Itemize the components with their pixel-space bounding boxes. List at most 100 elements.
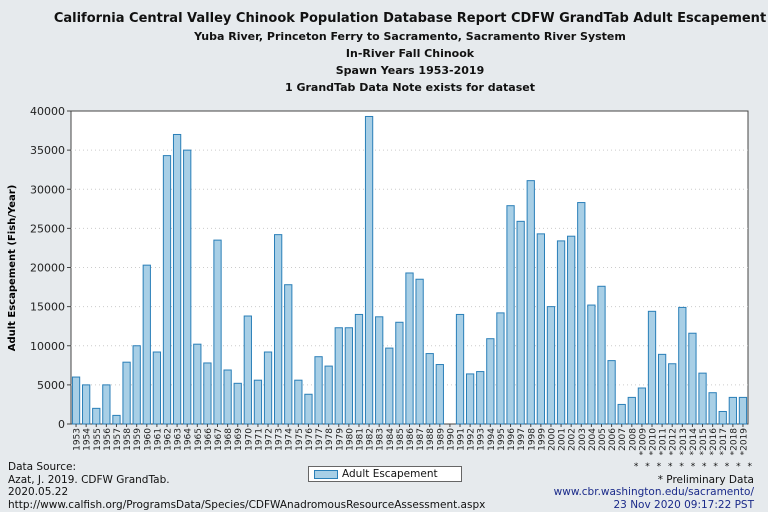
x-tick-label: 1995: [497, 428, 507, 451]
x-tick-label: 1997: [517, 428, 527, 451]
x-tick-label: 1957: [113, 428, 123, 451]
x-tick-label: 1978: [325, 428, 335, 451]
x-tick-label: 1994: [487, 428, 497, 451]
bar: [465, 373, 475, 425]
bar: [637, 387, 647, 425]
site-url[interactable]: www.cbr.washington.edu/sacramento/: [553, 486, 754, 498]
bar: [294, 379, 303, 425]
bar: [678, 306, 687, 425]
x-tick-label: *2015: [699, 428, 709, 455]
x-tick-label: 1960: [143, 428, 153, 451]
bar: [213, 239, 222, 425]
x-tick-label: 1983: [376, 428, 386, 451]
bar: [364, 115, 374, 425]
y-tick-label: 5000: [37, 379, 65, 392]
chart-subtitle-note: 1 GrandTab Data Note exists for dataset: [284, 81, 535, 94]
x-tick-label: 1991: [457, 428, 467, 451]
x-tick-label: *2013: [679, 428, 689, 455]
x-tick-label: 1967: [214, 428, 224, 451]
bar: [324, 365, 333, 425]
data-source: Data Source: Azat, J. 2019. CDFW GrandTa…: [8, 461, 485, 511]
bar: [698, 372, 707, 425]
bar: [183, 149, 192, 425]
x-tick-label: 1969: [234, 428, 244, 451]
bar: [354, 313, 364, 425]
bar: [112, 414, 121, 425]
bar: [122, 361, 131, 425]
x-tick-label: 1962: [163, 428, 173, 451]
bar: [193, 343, 202, 425]
footer-right: * * * * * * * * * * * * Preliminary Data…: [554, 461, 754, 511]
legend-label: Adult Escapement: [342, 468, 438, 480]
y-tick-label: 10000: [30, 340, 65, 353]
source-url[interactable]: http://www.calfish.org/ProgramsData/Spec…: [8, 498, 486, 511]
legend-swatch: [314, 470, 338, 479]
x-tick-label: 1972: [265, 428, 275, 451]
bar: [708, 392, 717, 425]
bar: [152, 351, 162, 425]
x-tick-label: 1959: [133, 428, 143, 451]
x-tick-label: 1984: [386, 428, 396, 451]
bar: [587, 304, 596, 425]
x-tick-label: 2007: [618, 428, 628, 451]
x-tick-label: 1998: [527, 428, 537, 451]
x-tick-label: 1976: [305, 428, 315, 451]
bar: [455, 313, 465, 425]
x-tick-label: 1968: [224, 428, 234, 451]
bar: [344, 327, 354, 425]
bar: [718, 410, 727, 425]
bar: [375, 316, 384, 425]
bar: [162, 155, 172, 425]
bar: [405, 272, 414, 425]
x-tick-label: 1971: [254, 428, 264, 451]
bar: [546, 306, 556, 425]
x-tick-label: *2012: [669, 428, 679, 455]
bar: [82, 384, 91, 425]
bar: [304, 393, 313, 425]
bar: [102, 384, 111, 425]
y-tick-label: 25000: [30, 222, 65, 235]
bar: [577, 202, 586, 425]
x-tick-label: 1977: [315, 428, 325, 451]
x-tick-label: 1953: [73, 428, 83, 451]
preliminary-note: * Preliminary Data: [657, 473, 754, 486]
x-tick-label: 1993: [477, 428, 487, 451]
y-tick-label: 40000: [30, 105, 65, 118]
bar: [617, 403, 626, 425]
bar: [385, 347, 394, 425]
legend: Adult Escapement: [308, 466, 462, 482]
source-label: Data Source:: [8, 461, 77, 473]
x-tick-label: 1955: [93, 428, 103, 451]
x-tick-label: 1979: [335, 428, 345, 451]
bar: [476, 371, 485, 425]
preliminary-stars: * * * * * * * * * * *: [633, 462, 754, 472]
bar: [71, 376, 81, 425]
bar: [415, 278, 424, 425]
y-tick-label: 0: [58, 418, 65, 431]
chart-subtitle-location: Yuba River, Princeton Ferry to Sacrament…: [194, 30, 626, 43]
bar: [395, 321, 404, 425]
bar: [486, 338, 495, 425]
bar: [506, 205, 515, 425]
chart-titles: California Central Valley Chinook Popula…: [0, 10, 768, 96]
source-citation: Azat, J. 2019. CDFW GrandTab.: [8, 473, 170, 486]
x-tick-label: 1982: [366, 428, 376, 451]
x-tick-label: 2005: [598, 428, 608, 451]
bar: [243, 315, 252, 425]
x-tick-label: 1987: [416, 428, 426, 451]
bar: [657, 353, 667, 425]
x-tick-label: 1974: [285, 428, 295, 451]
x-tick-label: 1954: [83, 428, 93, 451]
bar: [496, 312, 505, 425]
source-date: 2020.05.22: [8, 486, 69, 498]
bar: [668, 363, 677, 425]
x-tick-label: 1975: [295, 428, 305, 451]
x-tick-label: *2017: [719, 428, 729, 455]
x-tick-label: 1999: [537, 428, 547, 451]
bar: [284, 284, 293, 425]
x-tick-label: 1988: [426, 428, 436, 451]
bar: [738, 396, 748, 425]
x-tick-label: 1992: [467, 428, 477, 451]
x-tick-label: *2009: [638, 428, 648, 456]
x-tick-label: 2006: [608, 428, 618, 451]
